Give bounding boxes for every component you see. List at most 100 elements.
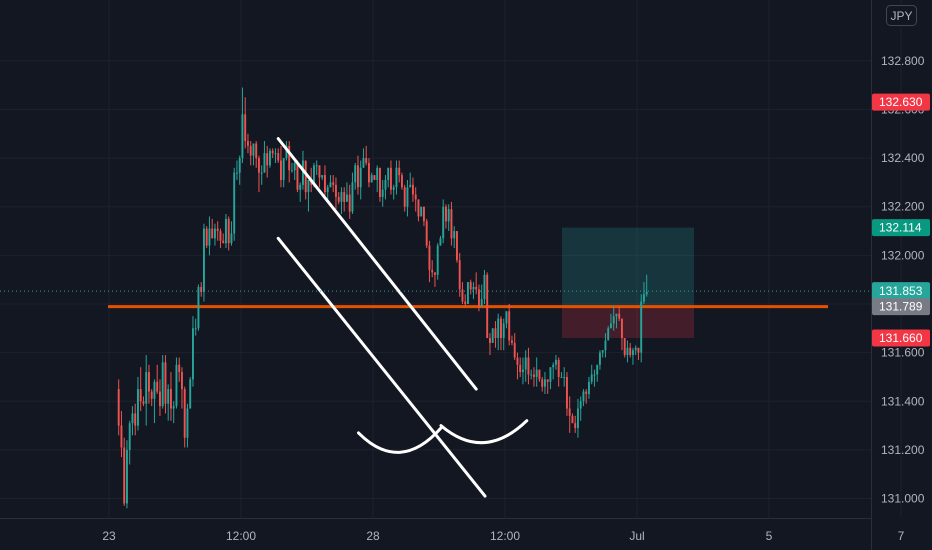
candle [299,182,302,202]
candle [458,252,461,297]
candle [123,437,126,506]
candlestick-series [117,87,648,509]
candle [233,167,236,241]
candle-body [282,158,285,180]
x-tick-label: 28 [366,529,380,543]
candle-body [376,167,379,180]
candle [266,145,269,178]
candle [268,148,271,168]
stop-zone[interactable] [562,306,694,339]
candle [403,184,406,212]
candle [587,376,590,399]
candle [579,396,582,421]
x-tick-label: 12:00 [490,529,520,543]
candle [601,350,604,358]
candle [329,175,332,188]
channel-trendline[interactable] [276,236,487,498]
candle-body [136,389,139,426]
candle [483,269,486,304]
candle [546,379,549,394]
candle [241,87,244,163]
currency-label: JPY [890,9,912,23]
candle-body [255,143,258,159]
candle [191,316,194,387]
candle [464,294,467,307]
candle-body [340,192,343,202]
candle [384,175,387,200]
candle [433,272,436,287]
candle-body [191,328,194,380]
candle-body [233,172,236,234]
x-tick-label: 23 [102,529,116,543]
candle-body [125,449,128,504]
candle-body [296,162,299,190]
candle-body [362,158,365,168]
y-tick-label: 132.200 [881,200,925,214]
candle [411,177,414,202]
candle [348,184,351,219]
candle [120,410,123,458]
candle-body [378,167,381,197]
candle-body [329,182,332,188]
candle-body [464,301,467,304]
price-badge-bg [872,329,930,347]
candle-body [455,231,458,261]
candle-body [568,408,571,416]
candle [563,367,566,387]
candle-body [615,313,618,317]
candle [356,155,359,195]
candle-body [241,114,244,159]
price-badge: 132.630 [872,93,930,111]
candle-body [120,425,123,448]
candle-body [354,165,357,183]
candle-body [235,172,238,174]
profit-zone[interactable] [562,227,694,307]
candle [560,372,563,378]
candle [189,376,192,409]
candle [486,272,489,339]
candle-body [450,209,453,239]
candle [362,148,365,168]
currency-button[interactable]: JPY [886,5,917,26]
channel-trendline[interactable] [276,137,478,391]
candle-body [469,282,472,290]
candle [453,226,456,249]
candle [167,384,170,421]
candle-body [175,364,178,407]
candle-body [147,372,150,392]
x-tick-label: 12:00 [226,529,256,543]
price-badge: 131.789 [872,298,930,316]
price-badge-text: 131.853 [879,284,923,298]
candle-body [142,401,145,404]
candle-body [343,192,346,202]
candle [502,318,505,351]
candle-body [505,311,508,324]
candle [321,175,324,180]
candle-body [458,260,461,290]
candle [156,364,159,394]
time-axis[interactable]: 23 12:00 28 12:00 Jul 5 7 [102,529,904,543]
candle [164,355,167,414]
candle-body [576,408,579,429]
candle [629,342,632,358]
rounded-bottom-arc[interactable] [357,426,443,454]
candle [519,357,522,377]
candle-body [488,338,491,343]
candle [255,141,258,168]
candle-body [227,218,230,244]
long-position-tool[interactable] [562,227,694,339]
candle [326,184,329,200]
candle [175,357,178,409]
candle [576,398,579,438]
candle [461,282,464,304]
candle [158,379,161,416]
candle-body [158,391,161,407]
candle [598,350,601,370]
rounded-bottom-arc[interactable] [439,419,529,445]
candle-body [618,313,621,319]
drawings[interactable] [276,137,529,498]
candle-body [560,376,563,378]
candle [230,221,233,246]
